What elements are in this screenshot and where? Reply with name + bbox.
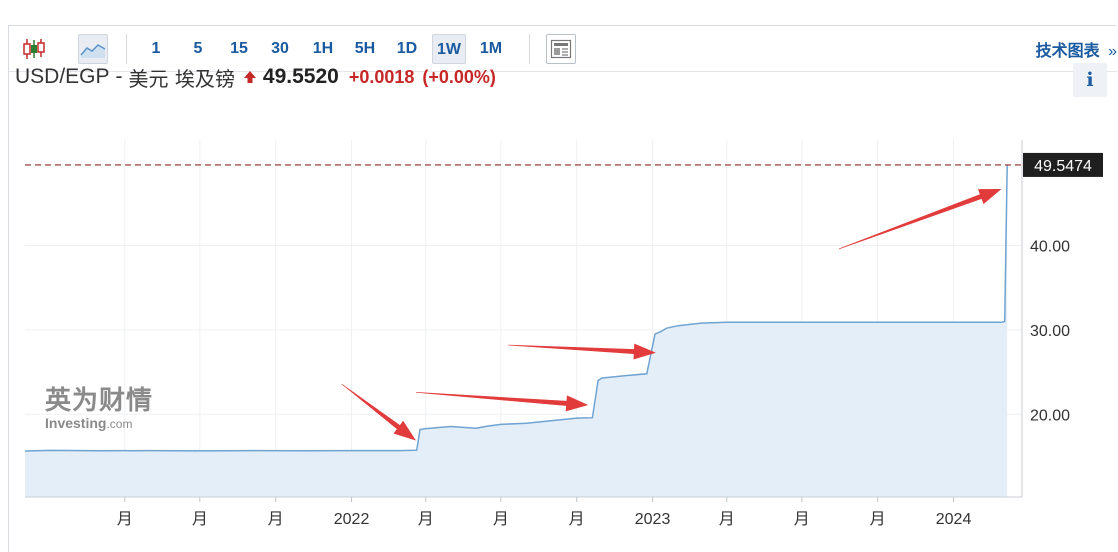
tech-chart-label: 技术图表 (1035, 43, 1100, 60)
x-tick-label: 月 (268, 511, 284, 528)
x-tick-label: 月 (794, 511, 810, 528)
watermark-brand: Investing (45, 415, 107, 431)
annotation-arrow (415, 392, 589, 412)
price-change: +0.0018 (348, 66, 415, 87)
info-button[interactable]: i (1073, 63, 1107, 97)
investing-watermark: 英为财情 Investing.com (45, 386, 153, 431)
x-tick-label: 月 (192, 511, 208, 528)
timeframe-1[interactable]: 1 (151, 40, 161, 57)
timeframe-1w[interactable]: 1W (432, 34, 466, 64)
last-price-label: 49.5474 (1034, 158, 1092, 175)
x-tick-label: 2023 (635, 511, 671, 528)
x-tick-label: 月 (117, 511, 133, 528)
timeframe-5h[interactable]: 5H (354, 40, 376, 57)
x-tick-label: 2022 (334, 511, 370, 528)
x-tick-label: 月 (719, 511, 735, 528)
x-tick-label: 月 (569, 511, 585, 528)
annotation-arrow (508, 343, 656, 360)
watermark-en: Investing.com (45, 416, 153, 431)
x-tick-label: 月 (493, 511, 509, 528)
annotation-arrow (838, 189, 1002, 250)
timeframe-15[interactable]: 15 (230, 40, 248, 57)
quote-header: USD/EGP - 美元 埃及镑 49.5520 +0.0018 (+0.00%… (15, 62, 496, 92)
currency-pair-name: 美元 埃及镑 (128, 66, 235, 91)
tech-chart-link[interactable]: 技术图表 » (1036, 37, 1117, 61)
watermark-cn: 英为财情 (45, 386, 154, 416)
x-tick-label: 月 (418, 511, 434, 528)
annotation-arrow (341, 383, 416, 441)
y-tick-label: 30.00 (1030, 323, 1070, 340)
timeframe-1m[interactable]: 1M (479, 40, 503, 57)
y-tick-label: 40.00 (1030, 238, 1070, 255)
y-tick-label: 20.00 (1030, 407, 1070, 424)
last-price-badge (1023, 152, 1103, 177)
price-change-percent: (+0.00%) (422, 66, 496, 87)
watermark-suffix: .com (106, 417, 133, 431)
series-area (25, 164, 1008, 497)
timeframe-5[interactable]: 5 (193, 40, 203, 57)
series-line (24, 164, 1008, 452)
header-separator: - (115, 65, 123, 88)
chart-layout-icon[interactable] (546, 34, 576, 64)
timeframe-1d[interactable]: 1D (396, 40, 418, 57)
timeframe-30[interactable]: 30 (271, 40, 289, 57)
chart-toolbar: 1 5 15 30 1H 5H 1D 1W 1M 技术图表 » (9, 26, 1117, 72)
last-price: 49.5520 (262, 65, 339, 88)
toolbar-divider (126, 34, 127, 64)
area-chart-icon[interactable] (78, 34, 108, 64)
x-tick-label: 月 (870, 511, 886, 528)
up-triangle-icon (243, 71, 256, 83)
x-tick-label: 2024 (936, 511, 972, 528)
toolbar-divider (529, 34, 530, 64)
candlestick-chart-icon[interactable] (19, 34, 49, 64)
timeframe-1h[interactable]: 1H (312, 40, 334, 57)
currency-pair: USD/EGP (15, 65, 110, 88)
chevron-right-icon: » (1108, 43, 1117, 60)
